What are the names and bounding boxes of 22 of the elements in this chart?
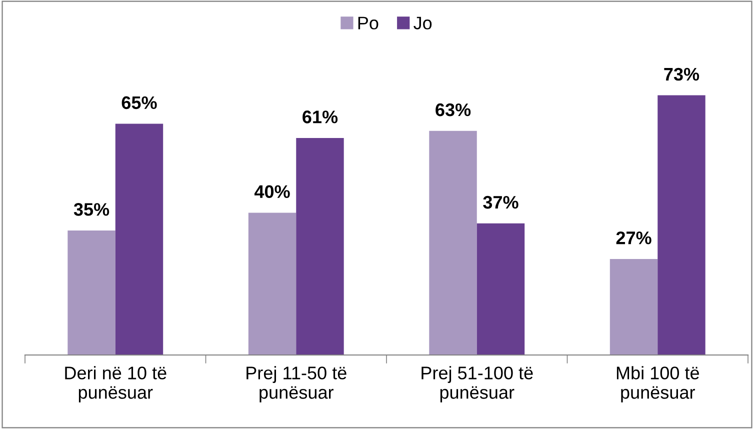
bar — [610, 258, 658, 355]
data-label: 73% — [664, 68, 700, 81]
bar — [429, 130, 477, 355]
data-label: 37% — [483, 196, 518, 209]
x-tick-label: Prej 11-50 të punësuar — [246, 366, 346, 402]
bar — [658, 95, 706, 355]
bar — [115, 124, 164, 355]
data-label: 27% — [616, 231, 652, 244]
bar — [296, 138, 344, 355]
data-label: 35% — [74, 203, 110, 216]
data-label: 61% — [302, 110, 338, 124]
bar — [476, 223, 525, 355]
legend-label: Jo — [414, 16, 432, 30]
x-tick-label: Prej 51-100 të punësuar — [422, 366, 533, 402]
legend-label: Po — [358, 16, 378, 30]
data-label: 63% — [436, 103, 471, 116]
bar — [248, 212, 296, 355]
x-tick-label: Deri në 10 të punësuar — [65, 366, 166, 402]
x-tick-label: Mbi 100 të punësuar — [616, 366, 699, 402]
data-label: 40% — [254, 185, 290, 198]
bar — [68, 230, 116, 355]
data-label: 65% — [122, 96, 157, 110]
